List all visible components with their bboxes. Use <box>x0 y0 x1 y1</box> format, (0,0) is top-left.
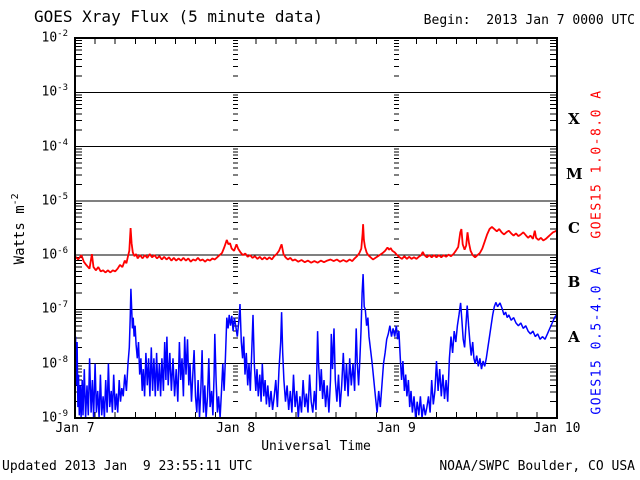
y-tick-label: 10-6 <box>41 246 69 263</box>
y-tick-label: 10-2 <box>41 29 69 46</box>
y-tick-label: 10-4 <box>41 137 69 154</box>
x-tick-label: Jan 10 <box>533 421 581 436</box>
begin-timestamp: Begin: 2013 Jan 7 0000 UTC <box>423 13 635 28</box>
updated-timestamp: Updated 2013 Jan 9 23:55:11 UTC <box>2 459 253 474</box>
legend-long-channel-label: GOES15 1.0-8.0 A <box>589 89 605 239</box>
y-axis-title: Watts m-2 <box>10 174 28 284</box>
legend-short-channel-label: GOES15 0.5-4.0 A <box>589 265 605 415</box>
x-tick-label: Jan 7 <box>55 421 95 436</box>
flare-class-letter-C: C <box>568 219 580 237</box>
flare-class-letter-M: M <box>566 164 583 183</box>
x-axis-title: Universal Time <box>261 439 371 454</box>
flare-class-letter-A: A <box>568 327 580 346</box>
y-axis-title-base: Watts m <box>11 205 28 265</box>
y-tick-label: 10-3 <box>41 83 69 100</box>
credit-text: NOAA/SWPC Boulder, CO USA <box>439 459 635 474</box>
y-tick-label: 10-5 <box>41 191 69 209</box>
flare-class-letter-B: B <box>567 273 581 292</box>
series-short-05-4A-line <box>74 274 558 419</box>
x-tick-label: Jan 8 <box>216 421 256 436</box>
page-title: GOES Xray Flux (5 minute data) <box>34 7 323 26</box>
y-tick-label: 10-7 <box>41 300 69 317</box>
x-tick-label: Jan 9 <box>376 421 416 436</box>
series-long-1-8A-line <box>74 224 557 274</box>
y-tick-label: 10-8 <box>41 354 69 372</box>
y-tick-label: 10-9 <box>41 409 69 426</box>
flare-class-letter-X: X <box>568 110 580 129</box>
y-axis-title-exponent: -2 <box>10 193 22 206</box>
